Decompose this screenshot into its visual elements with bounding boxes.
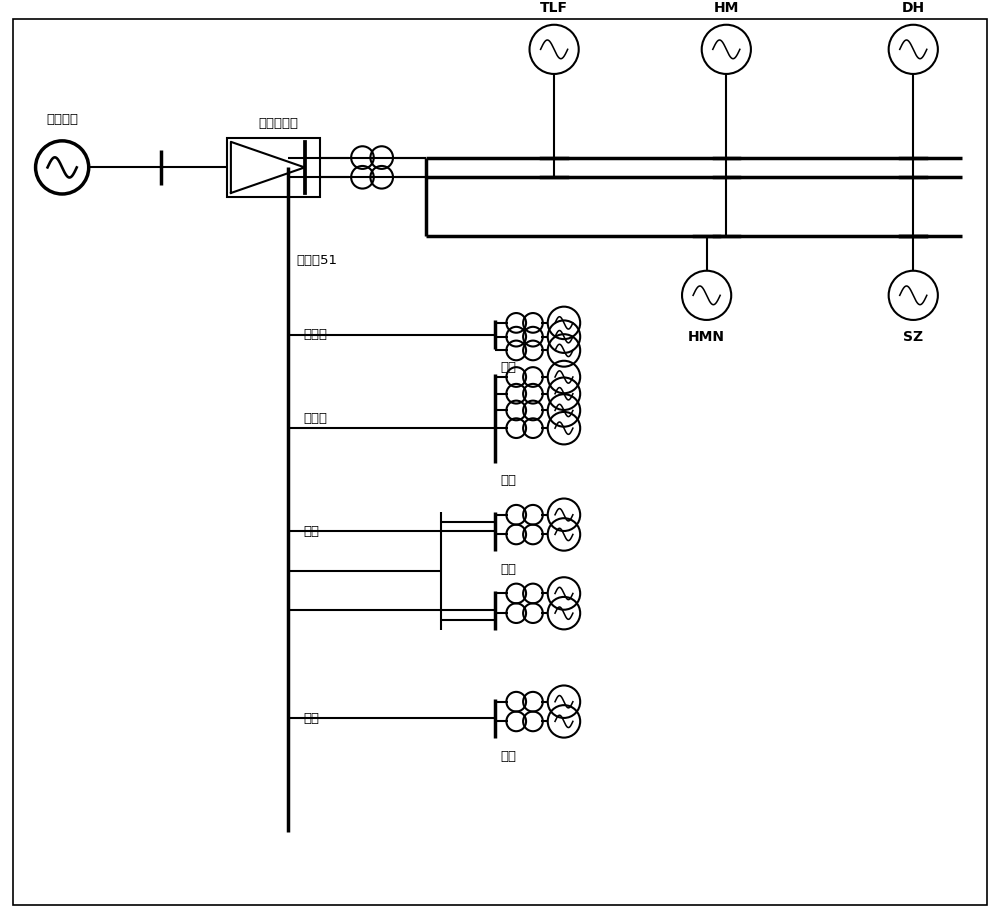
Text: 国能大: 国能大 [303,412,327,425]
Text: 国电: 国电 [500,563,516,576]
Text: 受端电网: 受端电网 [46,113,78,126]
Text: 国投: 国投 [303,711,319,725]
Text: 瑞虹: 瑞虹 [500,362,516,374]
Bar [227,138,320,197]
Text: 瑞虹电: 瑞虹电 [303,328,327,342]
Text: 国投: 国投 [500,750,516,763]
Text: 国电: 国电 [303,525,319,538]
Text: DH: DH [902,1,925,15]
Text: HM: HM [714,1,739,15]
Text: 国能: 国能 [500,475,516,487]
Text: 高压换流站: 高压换流站 [259,117,299,130]
Text: SZ: SZ [903,330,923,343]
Text: 新哈换51: 新哈换51 [296,254,337,268]
Text: TLF: TLF [540,1,568,15]
Text: HMN: HMN [688,330,725,343]
